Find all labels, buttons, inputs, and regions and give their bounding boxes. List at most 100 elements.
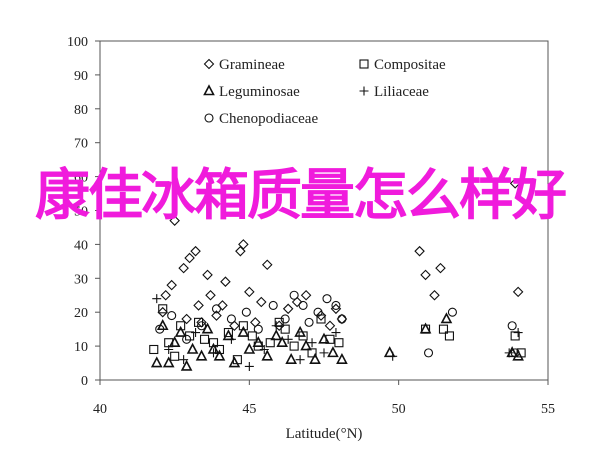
- leguminosae-point: [213, 349, 226, 361]
- gramineae-point: [435, 262, 446, 274]
- chenopodiaceae-point: [253, 324, 263, 334]
- chenopodiaceae-point: [226, 314, 236, 324]
- legend-label-liliaceae: Liliaceae: [374, 84, 429, 100]
- overlay-title: 康佳冰箱质量怎么样好: [34, 163, 567, 227]
- y-axis: 0 10 20 30 40 50 60 70 80 90 100: [67, 35, 100, 389]
- gramineae-point: [193, 300, 204, 311]
- compositae-point: [334, 338, 344, 348]
- leguminosae-legend-marker: [203, 84, 215, 96]
- compositae-point: [265, 338, 275, 348]
- chenopodiaceae-point: [280, 314, 290, 324]
- chenopodiaceae-point: [289, 290, 299, 300]
- gramineae-point: [414, 245, 425, 257]
- liliaceae-point: [208, 348, 218, 358]
- leguminosae-point: [168, 336, 181, 348]
- leguminosae-point: [237, 325, 250, 337]
- liliaceae-point: [319, 348, 329, 358]
- leguminosae-point: [252, 336, 265, 348]
- chenopodiaceae-point: [211, 304, 222, 314]
- chenopodiaceae-legend-marker: [204, 113, 214, 123]
- compositae-point: [444, 331, 454, 341]
- chenopodiaceae-point: [304, 317, 314, 327]
- chenopodiaceae-point: [241, 307, 251, 317]
- liliaceae-point: [513, 328, 523, 338]
- chenopodiaceae-point: [322, 294, 332, 304]
- x-tick-label: 55: [541, 402, 555, 417]
- liliaceae-point: [307, 338, 317, 348]
- y-tick-label: 90: [74, 69, 88, 84]
- leguminosae-point: [309, 352, 321, 364]
- compositae-point: [510, 331, 520, 341]
- compositae-point: [438, 324, 449, 334]
- leguminosae-point: [180, 359, 193, 371]
- y-tick-label: 30: [74, 272, 88, 287]
- compositae-point: [289, 341, 299, 351]
- liliaceae-point: [152, 294, 162, 304]
- gramineae-point: [291, 296, 303, 308]
- gramineae-point: [220, 276, 231, 287]
- liliaceae-point: [283, 334, 293, 344]
- gramineae-point: [157, 306, 168, 318]
- chenopodiaceae-point: [510, 348, 520, 358]
- gramineae-point: [160, 289, 171, 301]
- chenopodiaceae-point: [196, 321, 207, 331]
- leguminosae-point: [243, 342, 256, 354]
- chenopodiaceae-point: [331, 300, 341, 310]
- leguminosae-point: [228, 356, 241, 368]
- gramineae-point: [420, 269, 431, 281]
- gramineae-point: [282, 303, 294, 315]
- leguminosae-point: [294, 325, 306, 337]
- y-tick-label: 70: [74, 137, 88, 152]
- x-axis: 40 45 50 55: [93, 380, 555, 417]
- gramineae-point: [178, 262, 189, 274]
- legend-label-leguminosae: Leguminosae: [219, 84, 300, 100]
- y-tick-label: 80: [74, 103, 88, 118]
- compositae-point: [170, 351, 180, 361]
- leguminosae-point: [201, 322, 214, 334]
- gramineae-point: [202, 269, 213, 281]
- compositae-point: [208, 338, 219, 348]
- gramineae-point: [235, 245, 246, 257]
- liliaceae-point: [191, 328, 201, 338]
- compositae-point: [199, 334, 210, 344]
- compositae-legend-marker: [359, 59, 369, 69]
- leguminosae-point: [327, 346, 339, 358]
- liliaceae-point: [259, 344, 269, 354]
- leguminosae-point: [174, 325, 187, 337]
- gramineae-legend-marker: [203, 58, 215, 70]
- leguminosae-point: [336, 352, 348, 364]
- chenopodiaceae-point: [298, 300, 308, 310]
- gramineae-point: [217, 300, 228, 311]
- gramineae-point: [509, 178, 521, 189]
- x-tick-label: 50: [392, 402, 406, 417]
- leguminosae-point: [150, 356, 163, 368]
- liliaceae-point: [271, 321, 281, 331]
- gramineae-point: [261, 259, 273, 271]
- leguminosae-point: [285, 352, 297, 364]
- gramineae-point: [211, 310, 222, 321]
- y-tick-label: 20: [74, 306, 88, 321]
- x-tick-label: 40: [93, 402, 107, 417]
- legend-label-chenopodiaceae: Chenopodiaceae: [219, 111, 318, 127]
- chenopodiaceae-point: [313, 307, 323, 317]
- gramineae-point: [196, 317, 207, 328]
- chenopodiaceae-point: [337, 314, 347, 324]
- legend: Gramineae Compositae Leguminosae Liliaceae C…: [203, 57, 446, 127]
- compositae-point: [238, 321, 248, 331]
- leguminosae-point: [186, 342, 199, 354]
- y-tick-label: 0: [81, 374, 88, 389]
- chenopodiaceae-point: [507, 321, 517, 331]
- gramineae-point: [324, 320, 336, 332]
- x-axis-title: Latitude(°N): [286, 426, 363, 442]
- y-tick-label: 50: [74, 205, 88, 220]
- gramineae-point: [300, 289, 312, 301]
- chenopodiaceae-point: [447, 307, 457, 317]
- gramineae-point: [169, 215, 180, 226]
- compositae-point: [280, 324, 290, 334]
- chenopodiaceae-point: [182, 334, 192, 344]
- data-points: [149, 178, 526, 371]
- compositae-point: [223, 327, 233, 338]
- gramineae-point: [330, 303, 342, 315]
- gramineae-point: [244, 286, 255, 298]
